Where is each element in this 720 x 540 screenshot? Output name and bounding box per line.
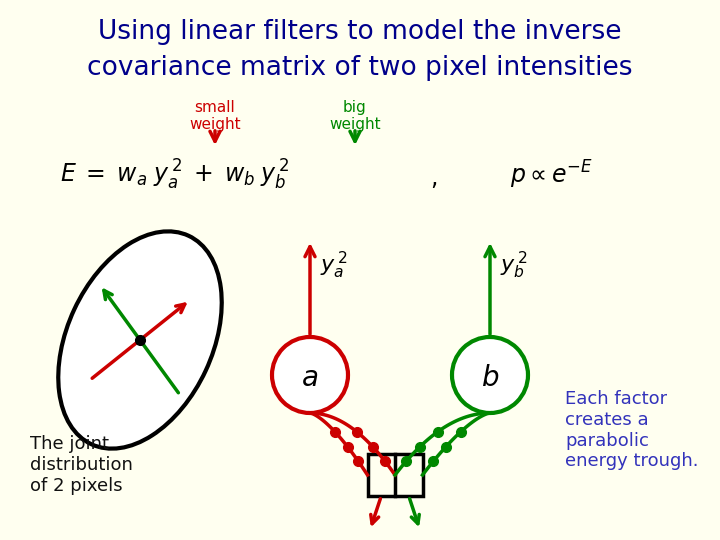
Ellipse shape — [58, 231, 222, 449]
Text: Using linear filters to model the inverse: Using linear filters to model the invers… — [98, 19, 622, 45]
Bar — [367, 454, 423, 496]
Text: The joint
distribution
of 2 pixels: The joint distribution of 2 pixels — [30, 435, 133, 495]
Text: $y_b^{\,2}$: $y_b^{\,2}$ — [500, 249, 528, 281]
Text: covariance matrix of two pixel intensities: covariance matrix of two pixel intensiti… — [87, 55, 633, 81]
Text: small
weight: small weight — [189, 100, 240, 132]
Text: $a$: $a$ — [302, 364, 318, 391]
Circle shape — [272, 337, 348, 413]
Text: big
weight: big weight — [329, 100, 381, 132]
Text: $,$: $,$ — [430, 166, 437, 190]
Circle shape — [452, 337, 528, 413]
Text: $b$: $b$ — [481, 364, 499, 391]
Text: $p \propto e^{-E}$: $p \propto e^{-E}$ — [510, 159, 593, 191]
Text: $y_a^{\,2}$: $y_a^{\,2}$ — [320, 249, 348, 281]
Text: Each factor
creates a
parabolic
energy trough.: Each factor creates a parabolic energy t… — [565, 390, 698, 470]
Text: $E \;=\; w_a \; y_a^{\,2} \;+\; w_b \; y_b^{\,2}$: $E \;=\; w_a \; y_a^{\,2} \;+\; w_b \; y… — [60, 158, 289, 192]
